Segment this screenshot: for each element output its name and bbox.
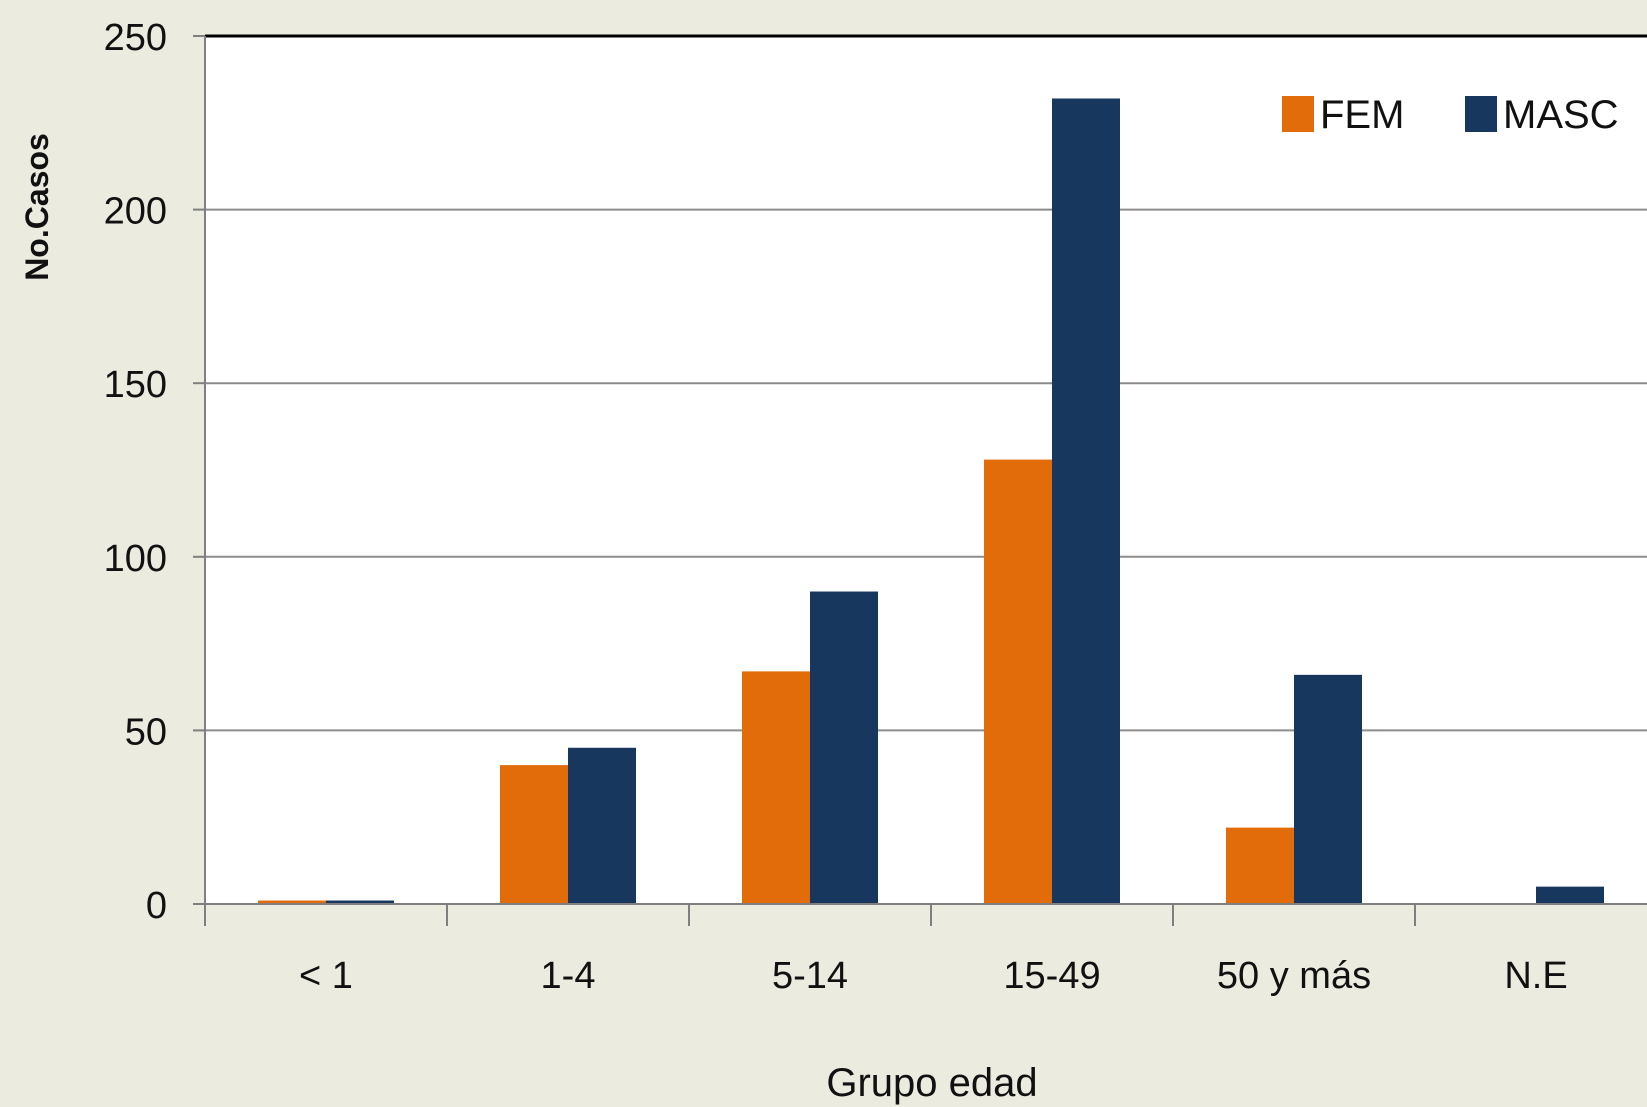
legend-swatch-fem [1282, 96, 1314, 132]
bar-masc-1 [568, 747, 636, 904]
plot-area [205, 36, 1647, 904]
y-tick-label: 150 [104, 364, 167, 406]
x-tick-label: 1-4 [541, 955, 596, 997]
bar-masc-5 [1536, 886, 1604, 904]
legend-swatch-masc [1465, 96, 1497, 132]
x-tick-label: 5-14 [772, 955, 848, 997]
legend-label-masc: MASC [1503, 93, 1619, 137]
legend-label-fem: FEM [1320, 93, 1404, 137]
bar-masc-3 [1052, 98, 1120, 905]
bar-fem-2 [742, 671, 810, 904]
bar-masc-2 [810, 591, 878, 904]
bar-fem-3 [984, 459, 1052, 904]
y-axis-title: No.Casos [19, 133, 55, 281]
y-tick-label: 250 [104, 17, 167, 59]
x-tick-label: 15-49 [1003, 955, 1100, 997]
bar-masc-4 [1294, 674, 1362, 904]
y-tick-label: 50 [125, 711, 167, 753]
bars [258, 98, 1604, 905]
bar-fem-1 [500, 765, 568, 904]
y-tick-label: 100 [104, 538, 167, 580]
x-axis-ticks: < 1 1-4 5-14 15-49 50 y más N.E [204, 904, 1568, 997]
x-tick-label: 50 y más [1217, 955, 1371, 997]
x-tick-label: N.E [1504, 955, 1567, 997]
y-axis-ticks: 0 50 100 150 200 250 [104, 17, 205, 927]
x-axis-title: Grupo edad [826, 1061, 1037, 1105]
bar-fem-4 [1226, 827, 1294, 904]
bar-masc-0 [326, 900, 394, 904]
bar-fem-0 [258, 900, 326, 904]
legend: FEM MASC [1282, 93, 1619, 137]
y-tick-label: 0 [146, 885, 167, 927]
gridlines [205, 34, 1647, 732]
x-tick-label: < 1 [299, 955, 353, 997]
y-tick-label: 200 [104, 191, 167, 233]
